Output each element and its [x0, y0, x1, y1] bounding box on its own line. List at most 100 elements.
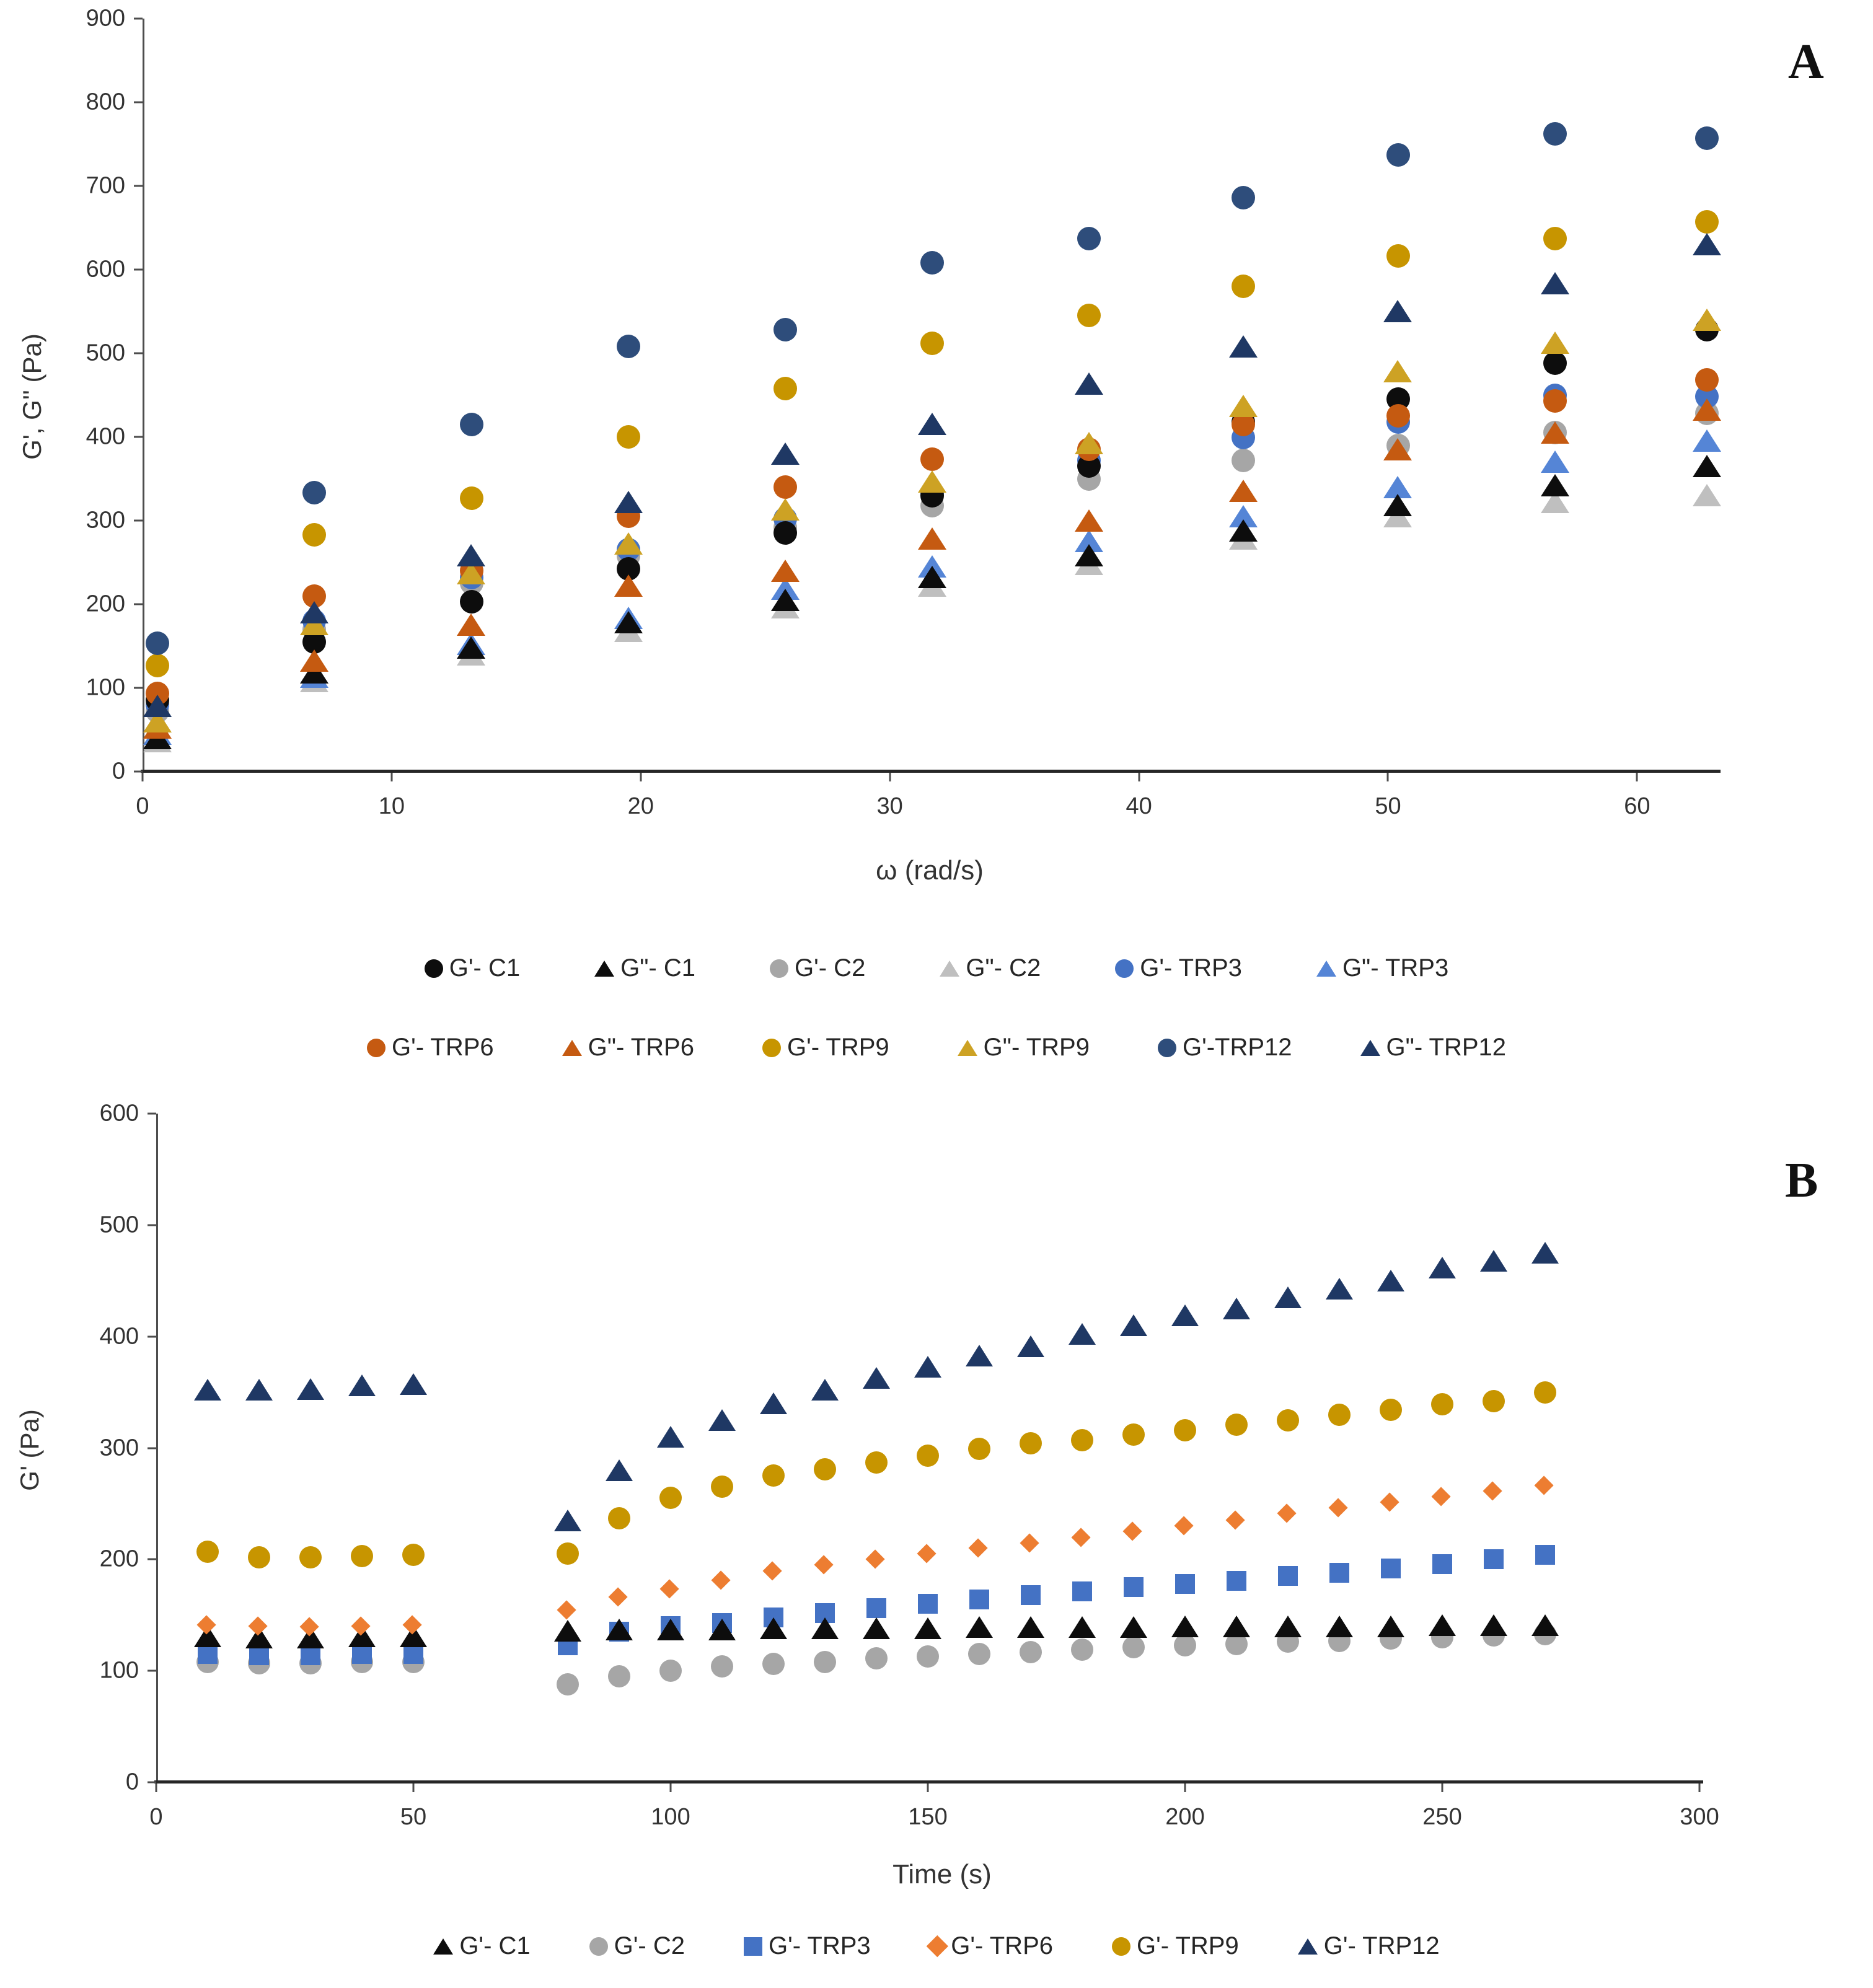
- data-point-gtrp12: [194, 1379, 221, 1404]
- circle-marker: [659, 1487, 682, 1510]
- square-marker: [1329, 1562, 1349, 1583]
- triangle-marker: [1120, 1616, 1147, 1638]
- y-tick-mark: [148, 1335, 156, 1338]
- triangle-marker: [811, 1379, 839, 1401]
- circle-marker: [865, 1647, 888, 1670]
- data-point-gtrp12: [606, 1459, 633, 1484]
- triangle-marker: [1274, 1286, 1302, 1309]
- x-tick-mark: [1386, 773, 1389, 781]
- data-point-gtrp9: [616, 425, 640, 452]
- panel-b-y-axis-title: G' (Pa): [15, 1409, 44, 1491]
- data-point-gtrp6: [1482, 1481, 1502, 1501]
- circle-marker: [711, 1655, 733, 1678]
- diamond-marker: [1430, 1487, 1451, 1506]
- square-legend-marker-icon: [743, 1937, 762, 1956]
- data-point-gtrp9: [1540, 332, 1569, 357]
- data-point-gc1: [554, 1619, 581, 1645]
- triangle-marker: [457, 614, 486, 636]
- diamond-marker: [1019, 1533, 1039, 1554]
- data-point-gtrp12: [1540, 272, 1569, 297]
- triangle-marker: [917, 566, 946, 589]
- triangle-marker: [606, 1619, 633, 1641]
- data-point-gtrp6: [1540, 421, 1569, 447]
- legend-item-gc1: G'- C1: [433, 1932, 531, 1960]
- data-point-gtrp6: [659, 1579, 679, 1599]
- y-tick-label: 100: [86, 674, 125, 701]
- panel-a-legend-row-2: G'- TRP6 G"- TRP6 G'- TRP9 G"- TRP9 G'-TRP12…: [0, 1034, 1873, 1062]
- data-point-gtrp9: [1174, 1418, 1196, 1445]
- circle-marker: [920, 251, 945, 275]
- data-point-gtrp12: [1069, 1323, 1096, 1348]
- data-point-gtrp12: [966, 1344, 993, 1370]
- data-point-gc2: [1071, 1638, 1093, 1664]
- data-point-gc2: [968, 1643, 990, 1668]
- data-point-gtrp12: [146, 631, 170, 658]
- triangle-marker: [1692, 484, 1721, 507]
- circle-marker: [920, 331, 945, 355]
- data-point-gtrp6: [300, 649, 329, 675]
- legend-label: G'- TRP6: [951, 1932, 1053, 1959]
- panel-a-legend-row-1: G'- C1 G"- C1 G'- C2 G"- C2 G'- TRP3 G"- TRP3: [0, 954, 1873, 982]
- data-point-gc1: [1075, 544, 1104, 570]
- data-point-gtrp9: [1075, 432, 1104, 457]
- x-tick-mark: [141, 773, 144, 781]
- circle-legend-marker-icon: [770, 959, 788, 978]
- y-tick-label: 200: [86, 591, 125, 617]
- square-marker: [1021, 1585, 1041, 1605]
- y-tick-label: 700: [86, 172, 125, 199]
- legend-item-gtrp9: G'- TRP9: [1112, 1932, 1239, 1960]
- data-point-gtrp9: [1695, 210, 1719, 237]
- data-point-gtrp12: [1229, 335, 1258, 361]
- triangle-marker: [614, 532, 643, 555]
- circle-marker: [608, 1665, 630, 1688]
- circle-marker: [608, 1506, 630, 1529]
- data-point-gtrp9: [146, 653, 170, 680]
- legend-item-gtrp12: G'- TRP12: [1297, 1932, 1440, 1960]
- data-point-gc1: [1377, 1615, 1404, 1640]
- triangle-marker: [297, 1378, 324, 1400]
- diamond-marker: [607, 1587, 628, 1607]
- triangle-marker: [1692, 429, 1721, 452]
- triangle-marker: [1692, 233, 1721, 256]
- data-point-gtrp9: [1380, 1399, 1402, 1424]
- data-point-gc1: [1480, 1614, 1507, 1639]
- data-point-gtrp12: [1232, 185, 1256, 213]
- data-point-gtrp9: [1483, 1389, 1505, 1415]
- legend-item-gtrp3: G"- TRP3: [1316, 954, 1448, 982]
- panel-b-x-axis-title: Time (s): [892, 1859, 992, 1889]
- x-tick-label: 50: [1375, 793, 1401, 819]
- data-point-gtrp6: [1430, 1487, 1451, 1506]
- triangle-marker: [614, 490, 643, 513]
- data-point-gtrp3: [1278, 1566, 1298, 1589]
- triangle-marker: [1383, 494, 1412, 517]
- data-point-gtrp12: [1692, 233, 1721, 258]
- y-tick-label: 0: [125, 1769, 139, 1795]
- triangle-marker: [863, 1617, 890, 1640]
- triangle-marker: [400, 1373, 427, 1396]
- triangle-marker: [966, 1344, 993, 1366]
- circle-marker: [302, 522, 327, 547]
- data-point-gtrp6: [1075, 509, 1104, 535]
- data-point-gc1: [1326, 1615, 1353, 1640]
- data-point-gtrp6: [967, 1538, 988, 1558]
- diamond-marker: [659, 1579, 679, 1599]
- triangle-marker: [606, 1459, 633, 1481]
- data-point-gtrp6: [917, 527, 946, 553]
- diamond-marker: [1482, 1481, 1502, 1501]
- triangle-marker: [657, 1425, 684, 1448]
- data-point-gtrp6: [1173, 1516, 1194, 1536]
- data-point-gtrp12: [1429, 1256, 1456, 1282]
- circle-marker: [1386, 143, 1410, 167]
- data-point-gtrp12: [920, 251, 945, 278]
- data-point-gc2: [1692, 484, 1721, 509]
- panel-b-legend: G'- C1 G'- C2 G'- TRP3 G'- TRP6 G'- TRP9 G'- …: [0, 1932, 1873, 1960]
- y-tick-label: 600: [99, 1100, 139, 1127]
- circle-marker: [299, 1546, 322, 1568]
- legend-item-gc2: G'- C2: [770, 954, 865, 982]
- data-point-gtrp12: [1017, 1335, 1044, 1360]
- data-point-gtrp6: [1276, 1503, 1297, 1523]
- x-tick-mark: [669, 1783, 672, 1792]
- data-point-gtrp9: [402, 1544, 425, 1569]
- data-point-gc1: [614, 611, 643, 636]
- legend-item-gtrp6: G'- TRP6: [926, 1932, 1053, 1960]
